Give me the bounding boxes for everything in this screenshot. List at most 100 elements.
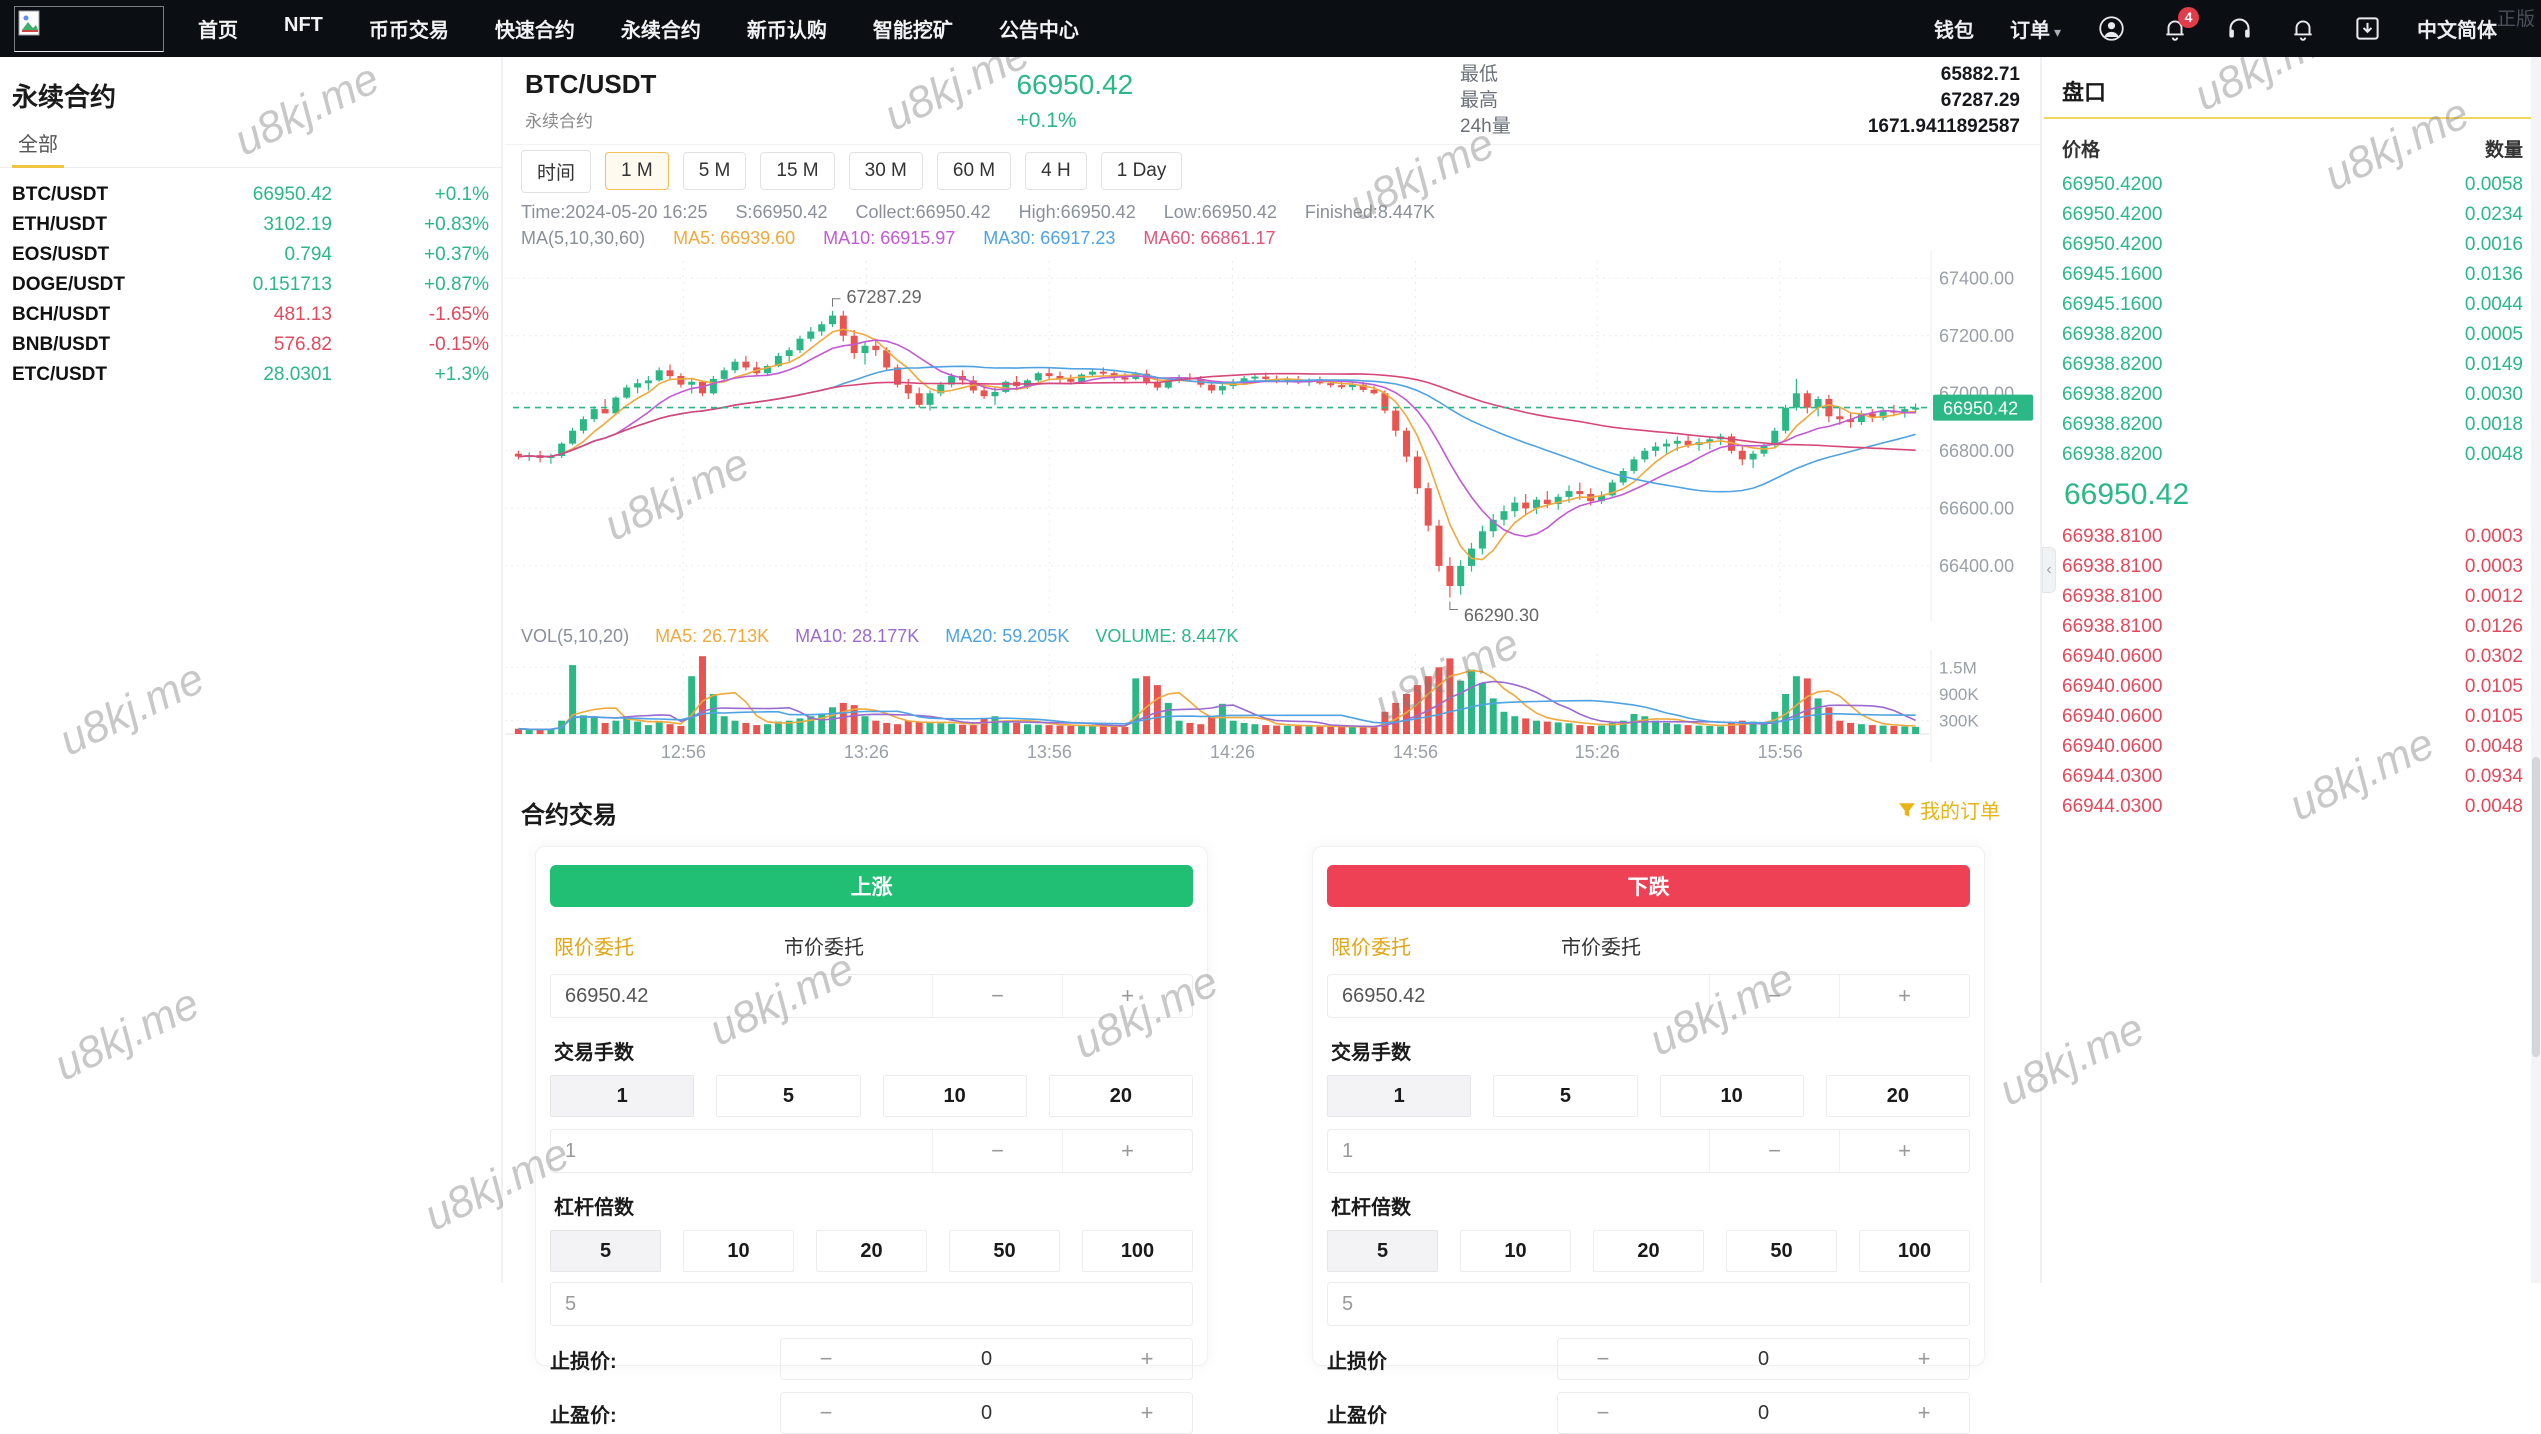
- nav-item-4[interactable]: 永续合约: [621, 14, 701, 43]
- profile-icon[interactable]: [2097, 15, 2125, 43]
- interval-button-1m[interactable]: 1 M: [605, 152, 669, 190]
- scrollbar-track[interactable]: [2531, 57, 2541, 1283]
- tab-market-order[interactable]: 市价委托: [784, 931, 864, 960]
- price-input[interactable]: 66950.42 − +: [550, 974, 1193, 1018]
- nav-item-0[interactable]: 首页: [198, 14, 238, 43]
- leverage-input[interactable]: 5: [1327, 1282, 1970, 1326]
- preset-button-100[interactable]: 100: [1859, 1230, 1970, 1272]
- sl-minus-button[interactable]: −: [1558, 1346, 1648, 1372]
- nav-item-2[interactable]: 币币交易: [369, 14, 449, 43]
- tp-plus-button[interactable]: +: [1102, 1400, 1192, 1426]
- sl-plus-button[interactable]: +: [1879, 1346, 1969, 1372]
- preset-button-50[interactable]: 50: [949, 1230, 1060, 1272]
- announcement-bell-icon[interactable]: [2289, 15, 2317, 43]
- nav-item-6[interactable]: 智能挖矿: [873, 14, 953, 43]
- sl-minus-button[interactable]: −: [781, 1346, 871, 1372]
- lot-input[interactable]: 1 − +: [1327, 1129, 1970, 1173]
- price-plus-button[interactable]: +: [1062, 975, 1192, 1017]
- preset-button-5[interactable]: 5: [1327, 1230, 1438, 1272]
- language-selector[interactable]: 中文简体: [2417, 14, 2497, 43]
- preset-button-1[interactable]: 1: [1327, 1075, 1471, 1117]
- sl-plus-button[interactable]: +: [1102, 1346, 1192, 1372]
- tab-all[interactable]: 全部: [12, 126, 64, 168]
- preset-button-1[interactable]: 1: [550, 1075, 694, 1117]
- go-short-button[interactable]: 下跌: [1327, 865, 1970, 907]
- go-long-button[interactable]: 上涨: [550, 865, 1193, 907]
- preset-button-5[interactable]: 5: [550, 1230, 661, 1272]
- preset-button-20[interactable]: 20: [1826, 1075, 1970, 1117]
- preset-button-10[interactable]: 10: [1660, 1075, 1804, 1117]
- lot-minus-button[interactable]: −: [932, 1130, 1062, 1172]
- interval-button-5m[interactable]: 5 M: [683, 152, 747, 190]
- wallet-link[interactable]: 钱包: [1934, 14, 1974, 43]
- nav-item-5[interactable]: 新币认购: [747, 14, 827, 43]
- leverage-input[interactable]: 5: [550, 1282, 1193, 1326]
- scrollbar-thumb[interactable]: [2532, 757, 2540, 1057]
- preset-button-20[interactable]: 20: [1049, 1075, 1193, 1117]
- interval-button-30m[interactable]: 30 M: [849, 152, 923, 190]
- price-minus-button[interactable]: −: [932, 975, 1062, 1017]
- interval-button-60m[interactable]: 60 M: [937, 152, 1011, 190]
- tp-plus-button[interactable]: +: [1879, 1400, 1969, 1426]
- support-headset-icon[interactable]: [2225, 15, 2253, 43]
- lot-plus-button[interactable]: +: [1839, 1130, 1969, 1172]
- preset-button-5[interactable]: 5: [716, 1075, 860, 1117]
- preset-button-100[interactable]: 100: [1082, 1230, 1193, 1272]
- tab-limit-order[interactable]: 限价委托: [554, 931, 634, 960]
- tp-minus-button[interactable]: −: [781, 1400, 871, 1426]
- my-orders-link[interactable]: 我的订单: [1898, 795, 2000, 824]
- lot-minus-button[interactable]: −: [1709, 1130, 1839, 1172]
- stop-loss-input[interactable]: − 0 +: [1557, 1338, 1970, 1380]
- lot-plus-button[interactable]: +: [1062, 1130, 1192, 1172]
- preset-button-10[interactable]: 10: [683, 1230, 794, 1272]
- stop-loss-input[interactable]: − 0 +: [780, 1338, 1193, 1380]
- tab-limit-order[interactable]: 限价委托: [1331, 931, 1411, 960]
- download-app-icon[interactable]: [2353, 15, 2381, 43]
- preset-button-10[interactable]: 10: [1460, 1230, 1571, 1272]
- preset-button-20[interactable]: 20: [1593, 1230, 1704, 1272]
- interval-button-1day[interactable]: 1 Day: [1101, 152, 1183, 190]
- tp-minus-button[interactable]: −: [1558, 1400, 1648, 1426]
- price-input[interactable]: 66950.42 − +: [1327, 974, 1970, 1018]
- tab-market-order[interactable]: 市价委托: [1561, 931, 1641, 960]
- interval-button-4h[interactable]: 4 H: [1025, 152, 1087, 190]
- preset-button-5[interactable]: 5: [1493, 1075, 1637, 1117]
- orders-menu[interactable]: 订单▾: [2010, 14, 2061, 43]
- logo[interactable]: [14, 6, 164, 52]
- preset-button-20[interactable]: 20: [816, 1230, 927, 1272]
- preset-button-50[interactable]: 50: [1726, 1230, 1837, 1272]
- take-profit-input[interactable]: − 0 +: [1557, 1392, 1970, 1434]
- preset-button-10[interactable]: 10: [883, 1075, 1027, 1117]
- panel-collapse-handle[interactable]: ‹: [2042, 547, 2056, 593]
- lot-input[interactable]: 1 − +: [550, 1129, 1193, 1173]
- interval-button-15m[interactable]: 15 M: [760, 152, 834, 190]
